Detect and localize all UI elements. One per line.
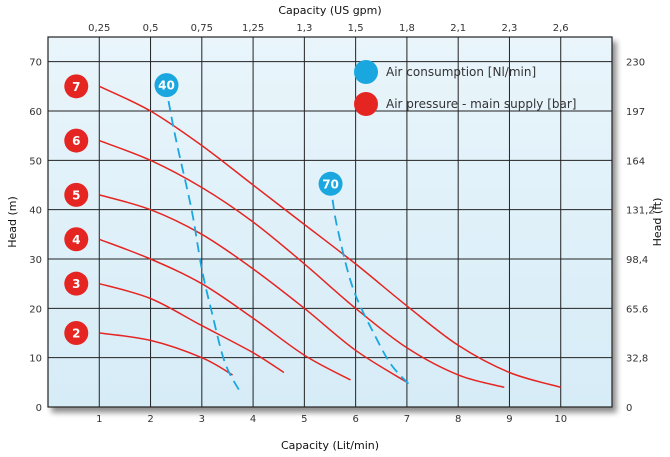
y-left-tick-label: 10 [29, 354, 42, 365]
air-consumption-marker-70 [318, 171, 343, 196]
x-top-tick-label: 0,5 [143, 23, 159, 34]
y-left-tick-label: 50 [29, 156, 42, 167]
y-right-tick-label: 197 [626, 107, 645, 118]
pressure-curve-2 [99, 332, 233, 376]
y-left-tick-label: 40 [29, 206, 42, 217]
pressure-marker-2 [64, 321, 89, 345]
pressure-marker-label: 7 [72, 80, 80, 94]
series-markers: 2 3 4 5 6 7 40 70 [64, 73, 343, 345]
x-bottom-tick-label: 3 [199, 414, 205, 425]
y-left-tick-label: 60 [29, 107, 42, 118]
x-top-tick-label: 1,3 [296, 23, 312, 34]
y-right-tick-label: 230 [626, 58, 645, 69]
x-top-tick-label: 0,75 [191, 23, 213, 34]
x-top-axis-title: Capacity (US gpm) [278, 4, 381, 17]
x-top-tick-label: 1,8 [399, 23, 415, 34]
x-bottom-tick-label: 9 [506, 414, 512, 425]
pressure-marker-5 [64, 182, 89, 207]
air-consumption-marker-40 [154, 73, 179, 98]
pressure-curve-7 [98, 85, 561, 389]
y-right-tick-label: 0 [626, 403, 632, 414]
pressure-curve-4 [99, 238, 351, 381]
y-right-tick-label: 164 [626, 156, 645, 167]
y-right-axis-title: Head (ft) [651, 198, 664, 247]
y-left-tick-label: 0 [36, 403, 42, 414]
x-bottom-tick-label: 4 [250, 414, 256, 425]
y-right-tick-label: 32,8 [626, 354, 648, 365]
pressure-marker-label: 6 [72, 134, 80, 148]
y-left-axis-title: Head (m) [6, 196, 19, 248]
x-bottom-tick-label: 1 [96, 414, 102, 425]
pressure-curve-6 [99, 139, 505, 389]
pressure-marker-7 [64, 74, 89, 99]
pressure-marker-label: 5 [72, 188, 80, 202]
y-right-tick-label: 98,4 [626, 255, 648, 266]
axis-ticks: 1 0,25 2 0,5 3 0,75 4 1,25 5 1,3 6 1,5 7 1,8 8 2,1 9 2,3 1… [29, 23, 654, 425]
legend: Air consumption [Nl/min] Air pressure - … [354, 60, 577, 116]
legend-air-consumption-swatch [354, 60, 378, 84]
x-bottom-tick-label: 6 [352, 414, 358, 425]
x-bottom-axis-title: Capacity (Lit/min) [281, 439, 379, 452]
x-top-tick-label: 2,6 [553, 23, 569, 34]
x-top-tick-label: 0,25 [88, 23, 110, 34]
y-left-tick-label: 20 [29, 304, 42, 315]
x-top-tick-label: 1,25 [242, 23, 264, 34]
pressure-marker-label: 3 [72, 277, 80, 291]
legend-air-pressure-swatch [354, 92, 378, 116]
air-consumption-curve-40 [167, 100, 242, 393]
pressure-curve-5 [99, 194, 408, 383]
x-top-tick-label: 2,3 [502, 23, 518, 34]
air-consumption-marker-label: 40 [158, 79, 175, 93]
plot-area [47, 36, 613, 408]
x-bottom-tick-label: 10 [554, 414, 567, 425]
pressure-marker-3 [64, 271, 89, 296]
y-right-tick-label: 131,2 [626, 206, 655, 217]
x-top-tick-label: 2,1 [450, 23, 466, 34]
pressure-marker-label: 2 [72, 327, 80, 341]
x-bottom-tick-label: 8 [455, 414, 461, 425]
y-left-tick-label: 70 [29, 58, 42, 69]
x-top-tick-label: 1,5 [348, 23, 364, 34]
pressure-marker-6 [64, 128, 89, 153]
pressure-marker-label: 4 [72, 233, 80, 247]
y-left-tick-label: 30 [29, 255, 42, 266]
air-consumption-marker-label: 70 [322, 177, 339, 191]
legend-air-consumption-label: Air consumption [Nl/min] [386, 65, 536, 79]
y-right-tick-label: 65.6 [626, 304, 648, 315]
series [98, 85, 561, 393]
x-bottom-tick-label: 5 [301, 414, 307, 425]
air-consumption-curve-70 [331, 199, 411, 386]
pressure-curve-3 [99, 282, 285, 374]
x-bottom-tick-label: 7 [404, 414, 410, 425]
x-bottom-tick-label: 2 [147, 414, 153, 425]
legend-air-pressure-label: Air pressure - main supply [bar] [386, 97, 577, 111]
pressure-marker-4 [64, 227, 89, 252]
